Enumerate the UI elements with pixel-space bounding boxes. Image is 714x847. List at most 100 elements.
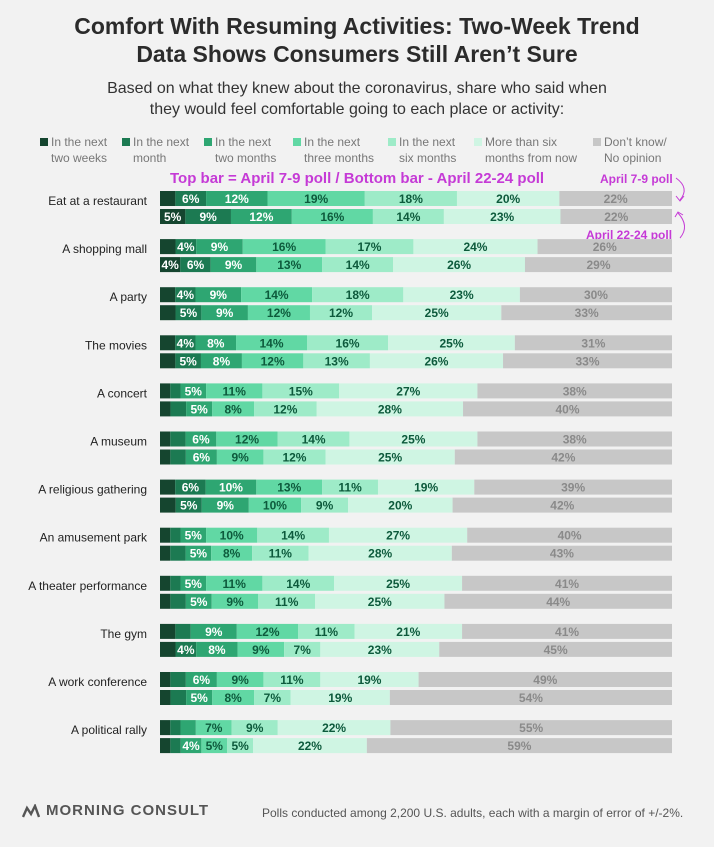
data-label: 8% [224,691,242,705]
legend-swatch [204,138,212,146]
bar-segment [477,431,672,447]
bar-segment [462,623,672,639]
legend-label-line-2: three months [304,151,375,165]
data-label: 25% [378,451,402,465]
legend-label-line-2: two weeks [51,151,108,165]
data-label: 11% [275,595,299,609]
bar-segment [175,305,202,321]
bar-segment [170,545,186,561]
bar-segment [160,401,171,417]
brand-mark-icon [22,803,40,817]
legend-label-line-1: In the next [133,135,190,149]
bar-segment [312,287,404,303]
data-label: 10% [219,481,243,495]
bar-segment [474,479,672,495]
data-label: 23% [450,288,474,302]
bar-segment [180,257,211,273]
data-label: 5% [206,739,224,753]
data-label: 12% [256,625,280,639]
bar-segment [454,449,672,465]
bar-segment [256,257,323,273]
bar-segment [503,353,672,369]
data-label: 11% [223,577,247,591]
top-bar-arrow [675,177,685,201]
data-label: 9% [225,258,243,272]
bar-segment [210,257,257,273]
top-bar-annotation: April 7-9 poll [600,172,673,186]
data-label: 28% [378,402,402,416]
bar-segment [227,738,254,754]
bar-segment [175,623,191,639]
brand-logo: MORNING CONSULT [22,802,209,819]
legend-label-line-1: In the next [215,135,272,149]
data-label: 7% [294,643,312,657]
bar-segment [190,623,237,639]
category-label: An amusement park [40,531,148,545]
bar-segment [290,690,390,705]
bar-segment [377,479,475,495]
bar-segment [201,497,249,513]
bar-segment [160,305,176,321]
data-label: 14% [396,210,420,224]
bar-segment [160,479,176,495]
bar-segment [230,209,292,224]
data-label: 42% [550,499,574,513]
category-group: A concert 5% 11% 15% 27% 38% 5% 8% 12% 28% 40% [97,383,672,417]
data-label: 5% [180,306,198,320]
bar-segment [206,383,263,399]
bar-segment [185,545,212,561]
category-group: The gym 9% 12% 11% 21% 41% 4% 8% 9% 7% 23% 45% [100,623,672,657]
bar-segment [325,449,455,465]
data-label: 7% [205,721,223,735]
bar-segment [298,623,355,639]
bar-segment [322,479,378,495]
data-label: 6% [182,481,200,495]
bar-segment [262,575,335,591]
bar-segment [170,720,181,736]
bar-segment [186,690,213,705]
data-label: 8% [223,547,241,561]
bar-segment [170,738,181,754]
category-group: A theater performance 5% 11% 14% 25% 41% 5% 9% 1… [28,575,672,609]
data-label: 41% [555,577,579,591]
data-label: 42% [551,451,575,465]
bar-segment [195,335,237,351]
legend-label-line-2: two months [215,151,277,165]
data-label: 40% [555,402,579,416]
bar-segment [160,239,176,255]
bar-segment [237,641,285,657]
data-label: 38% [563,384,587,398]
data-label: 22% [298,739,322,753]
legend-label-line-1: Don’t know/ [604,135,667,149]
bar-segment [241,287,313,303]
bar-segment [403,287,520,303]
data-label: 16% [320,210,344,224]
bar-segment [175,497,202,513]
bar-segment [393,257,525,273]
data-label: 44% [546,595,570,609]
data-label: 16% [272,240,296,254]
bar-segment [200,353,242,369]
category-group: Eat at a restaurant 6% 12% 19% 18% 20% 22% 5% 9%… [48,191,672,224]
bar-segment [170,690,187,705]
data-label: 33% [575,306,599,320]
data-label: 12% [273,402,297,416]
bar-segment [170,672,186,687]
data-label: 9% [246,721,264,735]
bar-segment [160,353,176,369]
category-label: A concert [97,386,148,400]
bar-segment [277,431,350,447]
bar-segment [366,738,672,754]
bar-segment [180,720,196,736]
data-label: 5% [231,739,249,753]
data-label: 11% [280,673,304,687]
legend-label-line-2: month [133,151,167,165]
bar-segment [322,257,394,273]
category-label: A shopping mall [62,242,147,256]
data-label: 6% [182,192,200,206]
data-label: 11% [338,481,362,495]
data-label: 25% [425,306,449,320]
data-label: 14% [260,336,284,350]
data-label: 31% [581,336,605,350]
